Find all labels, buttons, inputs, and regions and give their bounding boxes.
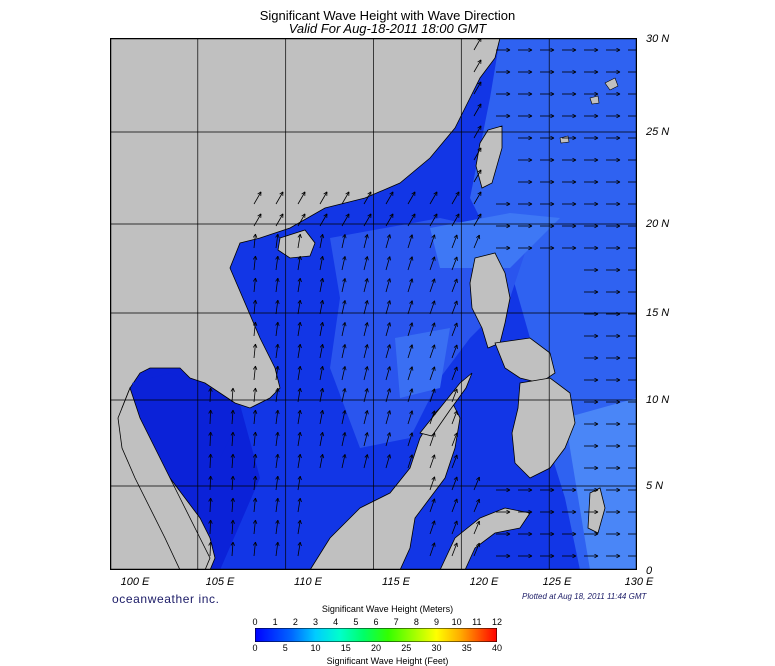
feet-tick: 20 [366, 643, 386, 653]
meter-tick: 11 [467, 617, 487, 627]
wave-arrow-head [435, 235, 436, 239]
wave-arrow-head [435, 499, 436, 503]
feet-tick: 30 [427, 643, 447, 653]
wave-arrow-head [435, 433, 436, 437]
wave-arrow-head [435, 521, 436, 525]
lat-label-25n: 25 N [646, 126, 669, 138]
lat-label-5n: 5 N [646, 480, 663, 492]
meter-tick: 9 [427, 617, 447, 627]
feet-tick: 35 [457, 643, 477, 653]
feet-tick: 15 [336, 643, 356, 653]
feet-tick: 10 [306, 643, 326, 653]
meter-tick: 3 [306, 617, 326, 627]
lat-label-30n: 30 N [646, 33, 669, 45]
wave-arrow-head [435, 411, 436, 415]
wave-arrow-head [435, 455, 436, 459]
meter-tick: 1 [265, 617, 285, 627]
feet-tick: 25 [396, 643, 416, 653]
wave-arrow-head [435, 345, 436, 349]
meter-tick: 8 [406, 617, 426, 627]
lat-label-20n: 20 N [646, 218, 669, 230]
meter-tick: 4 [326, 617, 346, 627]
lon-label-115e: 115 E [371, 576, 421, 588]
lon-label-125e: 125 E [532, 576, 582, 588]
colorbar-title-meters: Significant Wave Height (Meters) [0, 604, 775, 614]
wave-arrow-head [435, 477, 436, 481]
lat-label-15n: 15 N [646, 307, 669, 319]
feet-tick: 0 [245, 643, 265, 653]
meter-tick: 10 [447, 617, 467, 627]
wave-arrow-head [435, 543, 436, 547]
wave-arrow-head [435, 367, 436, 371]
lon-label-100e: 100 E [110, 576, 160, 588]
lon-label-120e: 120 E [459, 576, 509, 588]
colorbar [255, 628, 497, 642]
wave-arrow-head [435, 301, 436, 305]
feet-tick: 40 [487, 643, 507, 653]
meter-tick: 12 [487, 617, 507, 627]
meter-tick: 5 [346, 617, 366, 627]
lon-label-105e: 105 E [195, 576, 245, 588]
lon-label-130e: 130 E [614, 576, 664, 588]
wave-arrow-head [435, 257, 436, 261]
wave-arrow-head [435, 389, 436, 393]
meter-tick: 2 [285, 617, 305, 627]
meter-tick: 0 [245, 617, 265, 627]
lon-label-110e: 110 E [283, 576, 333, 588]
meter-tick: 7 [386, 617, 406, 627]
wave-arrow-head [435, 279, 436, 283]
feet-tick: 5 [275, 643, 295, 653]
wave-arrow-head [435, 323, 436, 327]
wave-height-map [110, 38, 637, 570]
meter-tick: 6 [366, 617, 386, 627]
lat-label-10n: 10 N [646, 394, 669, 406]
plotted-timestamp: Plotted at Aug 18, 2011 11:44 GMT [522, 592, 646, 601]
